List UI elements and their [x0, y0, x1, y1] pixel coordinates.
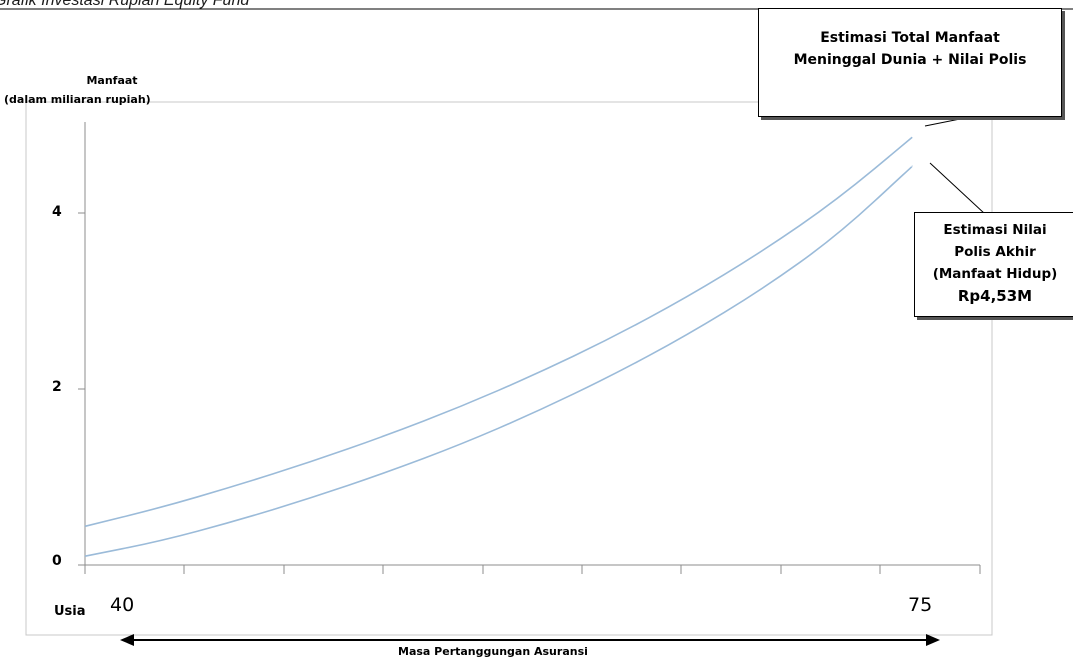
callout-2-pointer — [929, 162, 987, 215]
span-arrow-right-head — [926, 634, 940, 646]
x-tick-label-end: 75 — [908, 594, 933, 616]
callout-total-benefit: Estimasi Total Manfaat Meninggal Dunia +… — [758, 8, 1062, 117]
callout-total-benefit-line2: Meninggal Dunia + Nilai Polis — [793, 52, 1027, 68]
y-tick-label: 4 — [52, 204, 62, 220]
callout-total-benefit-line1: Estimasi Total Manfaat — [820, 30, 1000, 46]
callout-final-value-line2: Polis Akhir — [954, 244, 1036, 260]
y-tick-label: 0 — [52, 553, 62, 569]
y-tick-label: 2 — [52, 379, 62, 395]
series-line-2 — [84, 165, 913, 557]
x-tick-label-start: 40 — [110, 594, 135, 616]
x-axis-label: Usia — [54, 604, 86, 619]
chart-header: Grafik Investasi Rupiah Equity Fund — [0, 0, 250, 9]
y-axis-label-line1: Manfaat — [86, 74, 138, 87]
span-arrow-left-head — [120, 634, 134, 646]
plot-area-border — [25, 101, 993, 636]
callout-final-value-amount: Rp4,53M — [957, 287, 1033, 305]
coverage-span-label: Masa Pertanggungan Asuransi — [398, 645, 588, 658]
callout-final-value-line1: Estimasi Nilai — [943, 222, 1047, 238]
callout-final-policy-value: Estimasi Nilai Polis Akhir (Manfaat Hidu… — [914, 212, 1073, 317]
series-line-1 — [84, 136, 913, 528]
callout-final-value-line3: (Manfaat Hidup) — [932, 266, 1058, 282]
y-axis-label-line2: (dalam miliaran rupiah) — [4, 93, 151, 106]
